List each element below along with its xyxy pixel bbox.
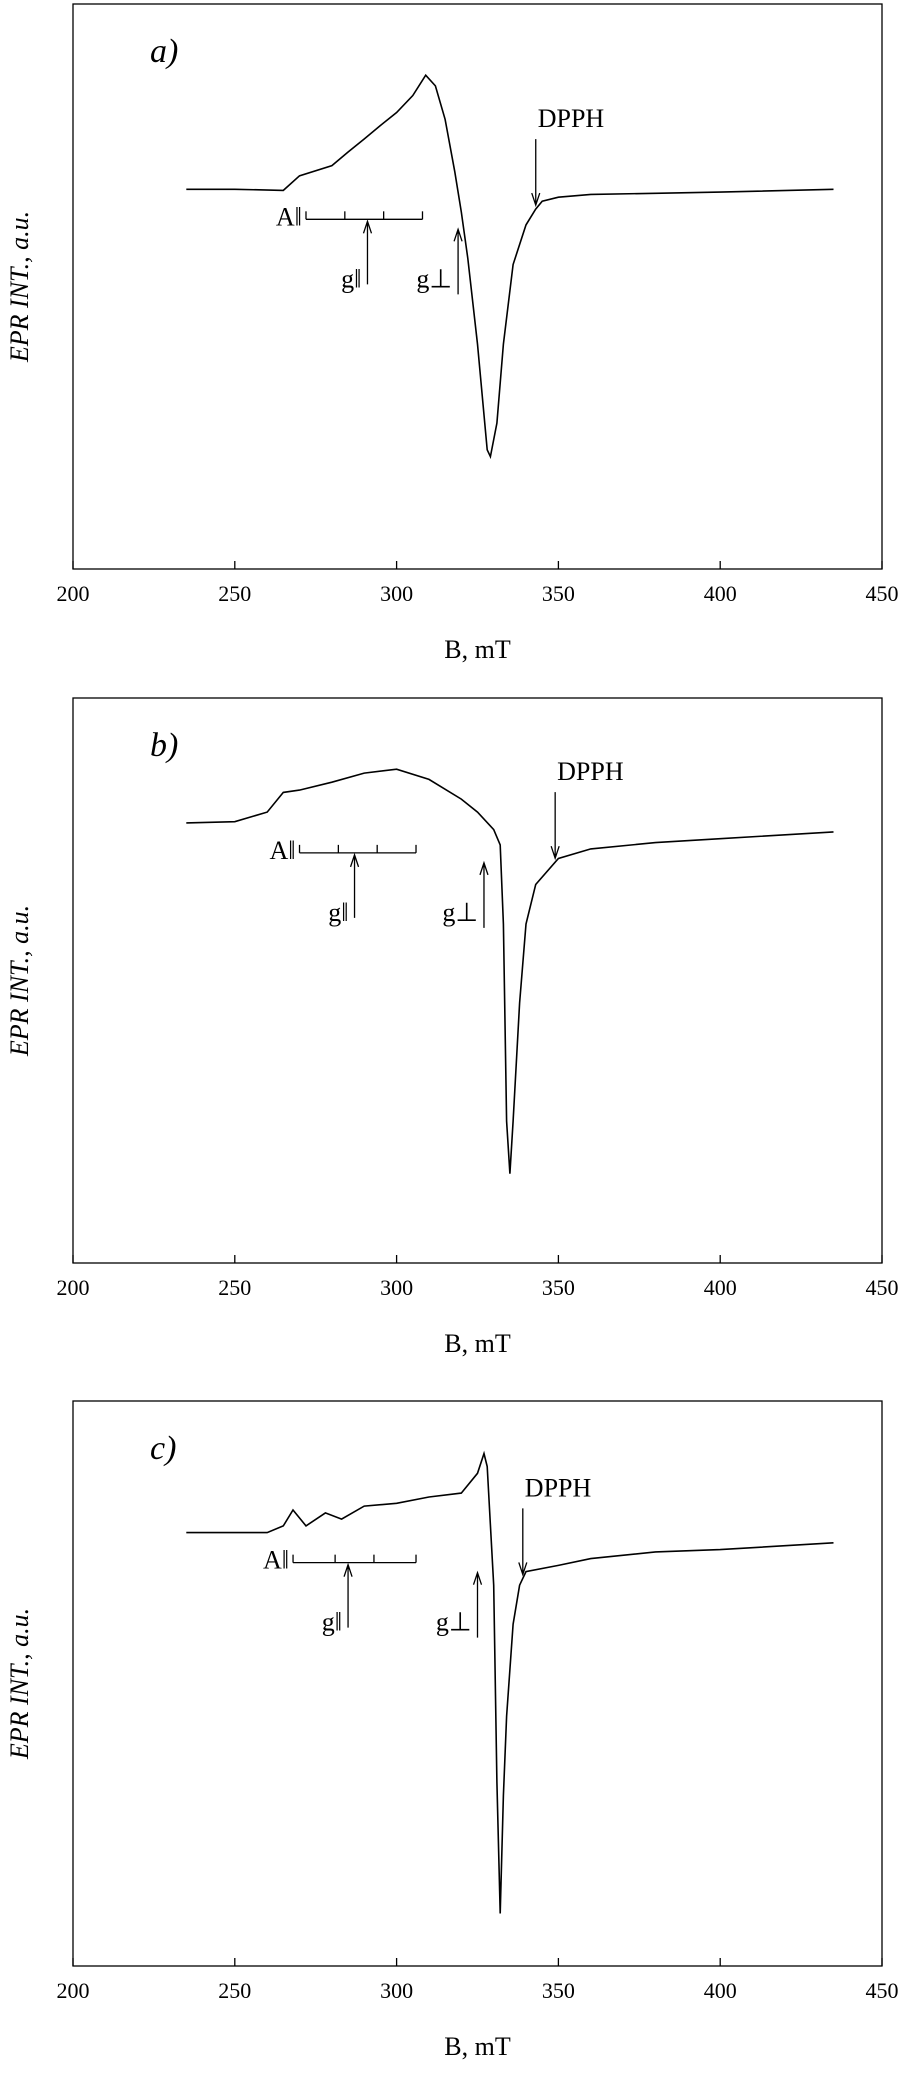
dpph-arrow <box>518 1508 528 1577</box>
g-perp-arrow-shape <box>479 860 489 928</box>
dpph-label: DPPH <box>538 104 605 133</box>
hyperfine-label: A‖ <box>269 836 295 865</box>
g-parallel-arrow-shape <box>343 1562 353 1628</box>
x-tick-label: 200 <box>57 1978 90 2003</box>
g-parallel-arrow-shape <box>362 219 373 285</box>
panel-label: a) <box>150 33 178 70</box>
x-tick-label: 350 <box>542 1275 575 1300</box>
y-axis-label: EPR INT., a.u. <box>5 905 34 1057</box>
x-tick-label: 300 <box>380 581 413 606</box>
dpph-arrow-shape <box>550 792 560 861</box>
spectrum-line <box>186 1450 834 1914</box>
panel-label: b) <box>150 727 178 764</box>
g-perp-arrow-shape <box>472 1570 483 1638</box>
panel-label: c) <box>150 1430 176 1467</box>
spectrum-line <box>186 768 834 1174</box>
x-tick-label: 400 <box>704 1275 737 1300</box>
x-tick-label: 350 <box>542 581 575 606</box>
x-tick-label: 250 <box>218 581 251 606</box>
x-tick-label: 400 <box>704 581 737 606</box>
g-parallel-arrow <box>343 1562 353 1628</box>
spectrum-line <box>186 73 834 460</box>
g-parallel-label: g‖ <box>341 264 361 293</box>
g-perp-label: g⊥ <box>436 1608 472 1637</box>
dpph-label: DPPH <box>525 1473 592 1502</box>
x-tick-label: 450 <box>866 581 899 606</box>
g-parallel-arrow <box>362 219 373 285</box>
dpph-label: DPPH <box>557 757 624 786</box>
x-tick-label: 300 <box>380 1275 413 1300</box>
g-perp-label: g⊥ <box>442 898 478 927</box>
x-tick-label: 400 <box>704 1978 737 2003</box>
dpph-arrow-shape <box>531 139 541 208</box>
plot-frame <box>72 3 883 570</box>
plot-frame <box>72 1400 883 1967</box>
x-axis-label: B, mT <box>444 2032 511 2061</box>
g-perp-arrow <box>479 860 489 928</box>
dpph-arrow <box>550 792 560 861</box>
hyperfine-label: A‖ <box>276 202 302 231</box>
g-perp-arrow <box>453 227 463 295</box>
dpph-arrow <box>531 139 541 208</box>
g-parallel-label: g‖ <box>328 898 348 927</box>
g-parallel-arrow <box>349 852 360 918</box>
y-axis-label: EPR INT., a.u. <box>5 1608 34 1760</box>
x-axis-label: B, mT <box>444 1329 511 1358</box>
x-tick-label: 250 <box>218 1275 251 1300</box>
g-perp-label: g⊥ <box>416 264 452 293</box>
g-perp-arrow-shape <box>453 227 463 295</box>
g-perp-arrow <box>472 1570 483 1638</box>
plot-frame <box>72 697 883 1264</box>
x-tick-label: 450 <box>866 1275 899 1300</box>
x-tick-label: 300 <box>380 1978 413 2003</box>
x-tick-label: 450 <box>866 1978 899 2003</box>
g-parallel-label: g‖ <box>322 1608 342 1637</box>
x-tick-label: 200 <box>57 581 90 606</box>
x-axis-label: B, mT <box>444 635 511 664</box>
x-tick-label: 200 <box>57 1275 90 1300</box>
dpph-arrow-shape <box>518 1508 528 1577</box>
g-parallel-arrow-shape <box>349 852 360 918</box>
x-tick-label: 250 <box>218 1978 251 2003</box>
x-tick-label: 350 <box>542 1978 575 2003</box>
hyperfine-label: A‖ <box>263 1546 289 1575</box>
y-axis-label: EPR INT., a.u. <box>5 211 34 363</box>
